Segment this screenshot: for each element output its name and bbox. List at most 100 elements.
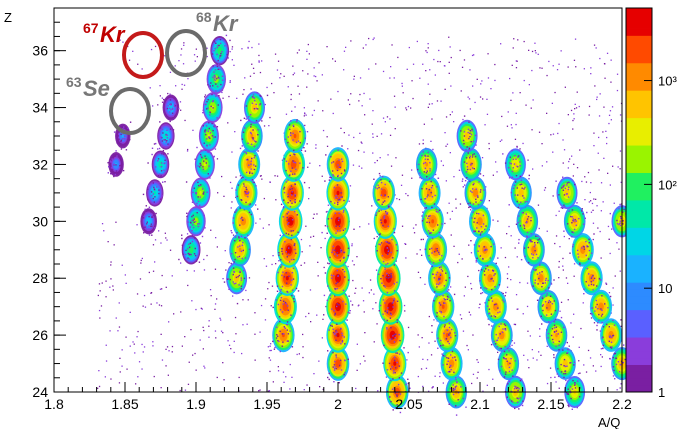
- background-count: [144, 306, 147, 308]
- blob-count: [497, 307, 499, 309]
- blob-count: [213, 126, 216, 128]
- blob-count: [391, 366, 393, 368]
- background-count: [432, 386, 434, 388]
- background-count: [161, 274, 163, 277]
- blob-count: [589, 312, 592, 315]
- blob-count: [578, 396, 581, 398]
- blob-count: [240, 199, 242, 201]
- blob-count: [257, 108, 259, 110]
- background-count: [143, 294, 146, 297]
- colorbar-band: [626, 104, 652, 112]
- background-count: [428, 342, 430, 344]
- background-count: [546, 230, 548, 232]
- background-count: [376, 135, 378, 137]
- blob-count: [382, 299, 385, 301]
- blob-count: [506, 354, 508, 356]
- background-count: [186, 233, 189, 235]
- blob-count: [256, 92, 258, 94]
- background-count: [453, 245, 455, 247]
- background-count: [468, 98, 471, 100]
- blob-count: [517, 398, 520, 400]
- blob-count: [560, 331, 563, 333]
- blob-count: [438, 251, 440, 254]
- blob-count: [463, 115, 466, 117]
- blob-count: [624, 358, 626, 361]
- background-count: [208, 325, 210, 327]
- background-count: [232, 295, 234, 297]
- background-count: [259, 218, 261, 220]
- blob-count: [217, 59, 219, 62]
- blob-count: [389, 276, 391, 279]
- blob-count: [432, 262, 435, 264]
- blob-count: [383, 216, 386, 218]
- blob-count: [475, 198, 477, 201]
- background-count: [444, 132, 446, 134]
- blob-count: [431, 265, 433, 268]
- isotope-blob: [293, 133, 297, 139]
- blob-count: [346, 319, 348, 321]
- blob-count: [214, 75, 216, 77]
- blob-count: [382, 201, 384, 203]
- background-count: [191, 300, 193, 302]
- colorbar-band: [626, 124, 652, 132]
- colorbar-band: [626, 309, 652, 317]
- background-count: [363, 355, 365, 357]
- y-axis-label: Z: [4, 10, 12, 25]
- background-count: [562, 162, 564, 164]
- blob-count: [340, 251, 342, 253]
- blob-count: [452, 389, 454, 391]
- background-count: [279, 77, 281, 79]
- blob-count: [119, 165, 121, 167]
- blob-count: [329, 256, 331, 259]
- colorbar-band: [626, 179, 652, 187]
- background-count: [322, 129, 325, 132]
- background-count: [319, 165, 321, 167]
- blob-count: [161, 195, 163, 197]
- background-count: [124, 274, 126, 276]
- background-count: [129, 311, 131, 313]
- blob-count: [253, 164, 255, 166]
- background-count: [231, 46, 234, 48]
- isotope-blob: [563, 361, 567, 366]
- background-count: [468, 311, 470, 313]
- blob-count: [332, 173, 334, 176]
- background-count: [407, 382, 409, 385]
- background-count: [597, 227, 599, 229]
- blob-count: [462, 139, 465, 142]
- blob-count: [396, 300, 399, 302]
- blob-count: [295, 121, 298, 123]
- blob-count: [390, 274, 392, 277]
- blob-count: [153, 188, 156, 191]
- blob-count: [167, 143, 169, 145]
- blob-count: [255, 103, 257, 105]
- blob-count: [252, 137, 255, 139]
- blob-count: [447, 357, 450, 359]
- background-count: [348, 200, 350, 202]
- blob-count: [294, 183, 296, 186]
- blob-count: [338, 217, 340, 219]
- blob-count: [474, 230, 476, 232]
- background-count: [422, 358, 424, 360]
- blob-count: [214, 148, 217, 150]
- blob-count: [347, 311, 349, 314]
- blob-count: [284, 267, 286, 269]
- blob-count: [568, 210, 570, 212]
- background-count: [160, 333, 162, 335]
- blob-count: [497, 311, 499, 314]
- blob-count: [148, 225, 150, 227]
- isotope-mass: 67: [83, 20, 99, 36]
- background-count: [420, 368, 423, 370]
- background-count: [271, 82, 273, 85]
- colorbar-band: [626, 117, 652, 125]
- background-count: [449, 46, 451, 48]
- blob-count: [235, 276, 238, 279]
- background-count: [412, 227, 415, 229]
- background-count: [349, 185, 352, 187]
- background-count: [602, 131, 604, 133]
- background-count: [437, 60, 439, 63]
- blob-count: [566, 365, 568, 367]
- background-count: [166, 346, 169, 348]
- background-count: [469, 314, 472, 316]
- blob-count: [254, 99, 256, 102]
- blob-count: [210, 152, 212, 154]
